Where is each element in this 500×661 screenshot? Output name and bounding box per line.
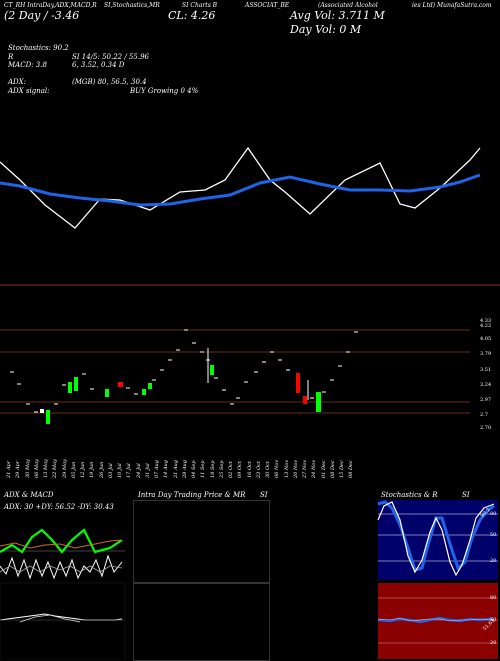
adx-signal-value: BUY Growing 0 4% — [130, 87, 199, 95]
price-level-5: 3.51 — [480, 367, 492, 373]
stoch-level-20: 20 — [490, 558, 497, 564]
header-text-6: ies Ltd) MunafaSutra.com — [412, 2, 492, 9]
price-grid — [0, 329, 470, 414]
header-text-4: ASSOCIAT_BE — [245, 2, 290, 9]
stoch-level-80: 80 — [490, 511, 497, 517]
adx-signal-label: ADX signal: — [8, 87, 50, 95]
mrsi-title-si: SI — [260, 491, 268, 499]
header-text-1: CT_RH IntraDay,ADX,MACD,R — [4, 2, 97, 9]
adx-panel-values: ADX: 30 +DY: 56.52 -DY: 30.43 — [4, 503, 114, 511]
adx-label: ADX: — [8, 78, 27, 86]
price-line — [0, 146, 481, 229]
rsi-level-50: 50 — [490, 617, 497, 623]
intraday-price-box — [133, 500, 270, 583]
price-level-9: 2.70 — [480, 425, 492, 431]
avg-volume: Avg Vol: 3.711 M — [290, 9, 385, 22]
header-text-2: SI,Stochastics,MR — [104, 2, 160, 9]
mrsi-title: Intra Day Trading Price & MR — [138, 491, 246, 499]
price-level-6: 3.24 — [480, 382, 492, 388]
price-level-4: 3.79 — [480, 351, 492, 357]
macd-label: MACD: 3.8 — [8, 61, 47, 69]
stochastics-box — [378, 500, 498, 580]
adx-panel-title: ADX & MACD — [4, 491, 54, 499]
header-text-5: (Associated Alcohol — [318, 2, 378, 9]
ema-line — [0, 173, 481, 207]
day-change: (2 Day / -3.46 — [4, 9, 80, 22]
close-price: CL: 4.26 — [168, 9, 216, 22]
stoch-title: Stochastics & R — [381, 491, 438, 499]
candles — [10, 329, 358, 424]
rsi-label: R — [8, 53, 14, 61]
price-level-8: 2.7 — [480, 412, 488, 418]
header-text-3: SI Charts B — [182, 2, 218, 9]
price-level-2: 4.22 — [480, 323, 492, 329]
stoch-level-50: 50 — [490, 532, 497, 538]
stoch-title-si: SI — [462, 491, 470, 499]
price-level-1: 4.33 — [480, 318, 492, 324]
stochastics-value: Stochastics: 90.2 — [8, 44, 69, 52]
price-level-7: 2.97 — [480, 397, 492, 403]
rsi-level-20: 20 — [490, 640, 497, 646]
macd-value: 6, 3.52, 0.34 D — [72, 61, 125, 69]
mrsi-box — [133, 583, 270, 661]
adx-value: (MGB) 80, 56.5, 30.4 — [72, 78, 147, 86]
rsi-value: SI 14/5: 50.22 / 55.96 — [72, 53, 149, 61]
rsi-level-80: 80 — [490, 595, 497, 601]
main-chart — [0, 146, 500, 424]
day-volume: Day Vol: 0 M — [290, 23, 362, 36]
price-level-3: 4.05 — [480, 336, 492, 342]
